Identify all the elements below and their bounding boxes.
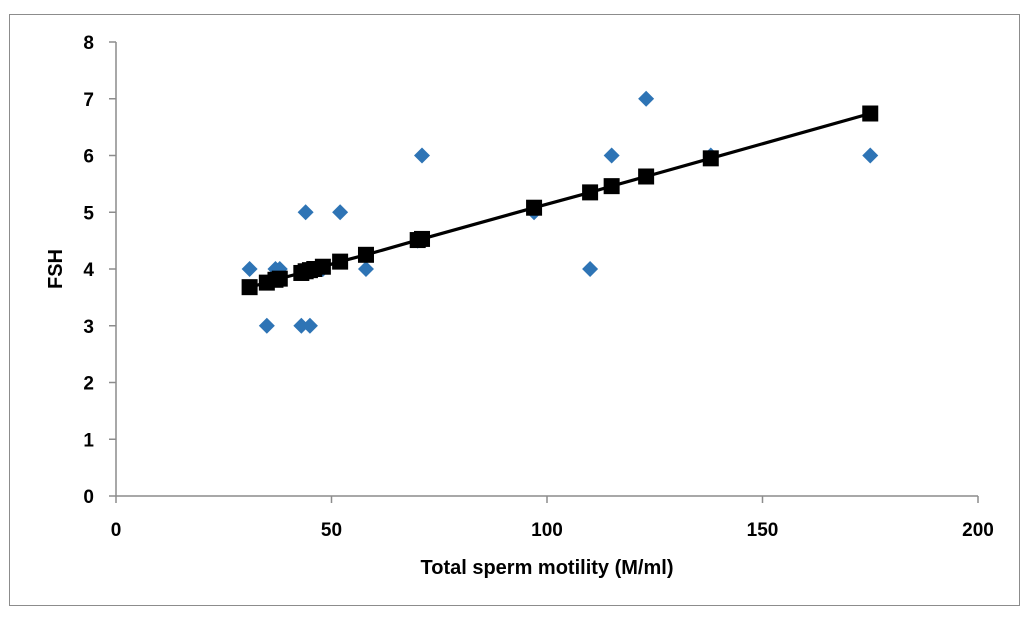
fitted-points-series bbox=[241, 105, 879, 296]
observed-point bbox=[582, 261, 599, 277]
y-tick-label: 1 bbox=[83, 430, 94, 451]
y-axis-ticks: 0 1 2 3 4 5 6 7 8 bbox=[83, 33, 116, 508]
fitted-point bbox=[638, 168, 655, 185]
x-tick-label: 200 bbox=[962, 520, 994, 541]
fitted-point bbox=[582, 184, 599, 201]
y-tick-label: 6 bbox=[83, 147, 94, 168]
observed-point bbox=[862, 147, 879, 164]
chart-frame bbox=[9, 14, 1020, 606]
observed-point bbox=[414, 147, 431, 164]
observed-point bbox=[241, 261, 258, 277]
fitted-point bbox=[414, 230, 431, 247]
observed-points-series bbox=[241, 90, 879, 334]
fitted-point bbox=[526, 199, 543, 216]
observed-point bbox=[293, 317, 310, 334]
y-tick-label: 7 bbox=[83, 90, 94, 111]
fitted-point bbox=[314, 258, 331, 275]
x-tick-label: 50 bbox=[321, 520, 342, 541]
fitted-point bbox=[603, 178, 620, 195]
x-axis-ticks: 0 50 100 150 200 bbox=[111, 496, 994, 541]
x-tick-label: 150 bbox=[747, 520, 779, 541]
x-tick-label: 100 bbox=[531, 520, 563, 541]
observed-point bbox=[332, 204, 349, 221]
observed-point bbox=[638, 90, 655, 107]
y-tick-label: 8 bbox=[83, 33, 94, 54]
x-axis-title: Total sperm motility (M/ml) bbox=[421, 557, 674, 579]
fitted-point bbox=[702, 150, 719, 167]
x-tick-label: 0 bbox=[111, 520, 122, 541]
y-axis-title: FSH bbox=[45, 249, 67, 289]
fitted-point bbox=[241, 279, 258, 296]
y-tick-label: 3 bbox=[83, 317, 94, 338]
observed-point bbox=[603, 147, 620, 164]
y-tick-label: 0 bbox=[83, 487, 94, 508]
observed-point bbox=[297, 204, 314, 221]
fitted-point bbox=[332, 253, 349, 270]
y-tick-label: 5 bbox=[83, 203, 94, 224]
fitted-point bbox=[271, 270, 288, 287]
fitted-point bbox=[862, 105, 879, 122]
observed-point bbox=[258, 317, 275, 334]
observed-point bbox=[301, 317, 318, 334]
fitted-point bbox=[357, 246, 374, 263]
y-tick-label: 4 bbox=[83, 260, 94, 281]
y-tick-label: 2 bbox=[83, 374, 94, 395]
observed-point bbox=[357, 261, 374, 277]
